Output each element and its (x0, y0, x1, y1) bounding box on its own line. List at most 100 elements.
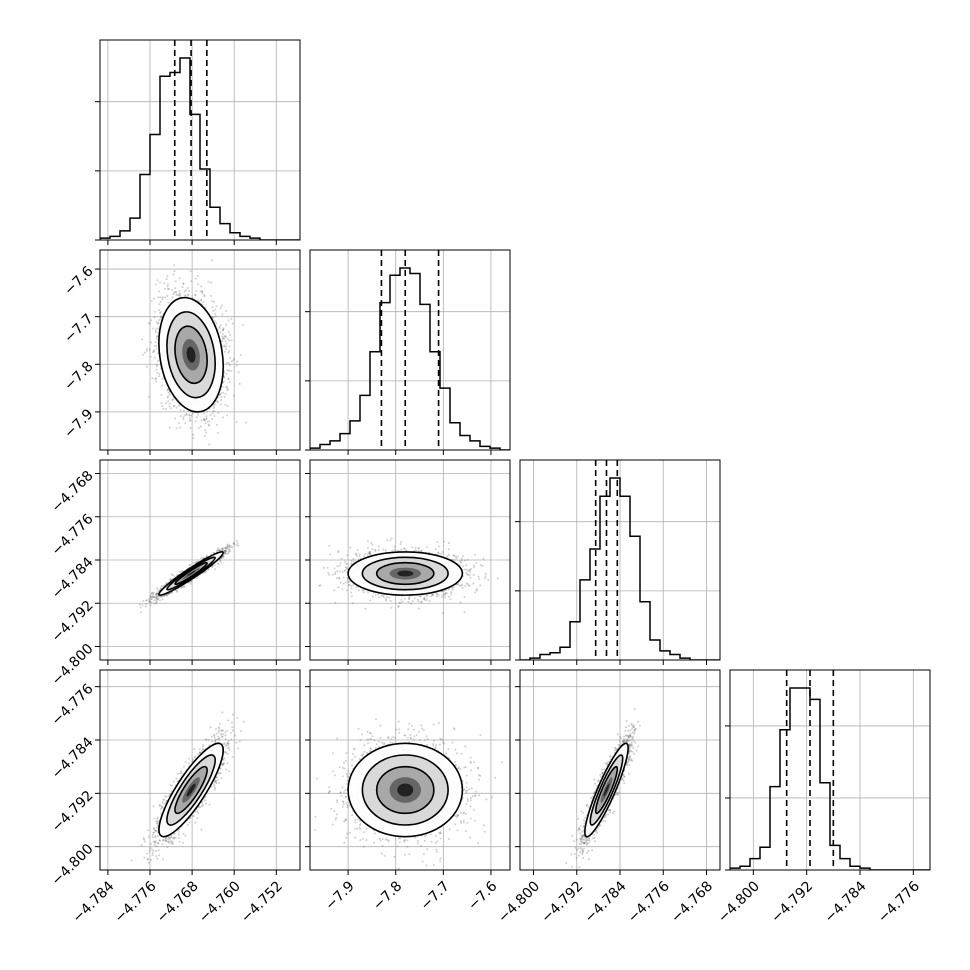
sample-point (184, 295, 187, 298)
sample-point (208, 420, 211, 423)
sample-point (222, 549, 225, 552)
sample-point (224, 551, 227, 554)
sample-point (159, 311, 162, 313)
sample-point (204, 419, 207, 422)
sample-point (217, 411, 220, 414)
sample-point (213, 564, 216, 567)
sample-point (232, 542, 235, 545)
sample-point (220, 395, 223, 398)
sample-point (217, 562, 219, 565)
sample-point (156, 596, 158, 599)
sample-point (153, 310, 156, 313)
sample-point (205, 418, 208, 420)
sample-point (228, 544, 231, 547)
sample-point (181, 286, 184, 289)
panel-frame (309, 249, 511, 451)
sample-point (184, 294, 187, 297)
sample-point (198, 300, 201, 303)
sample-point (212, 407, 215, 409)
sample-point (142, 599, 145, 602)
sample-point (180, 570, 183, 573)
sample-point (175, 293, 178, 296)
sample-point (187, 290, 190, 292)
sample-point (158, 303, 161, 306)
sample-point (150, 299, 153, 302)
sample-point (233, 357, 236, 360)
sample-point (157, 589, 160, 592)
sample-point (166, 275, 169, 278)
sample-point (226, 369, 229, 372)
sample-point (220, 556, 223, 559)
sample-point (211, 412, 214, 415)
sample-point (161, 377, 164, 380)
sample-point (216, 549, 219, 552)
sample-point (182, 282, 185, 285)
sample-point (218, 548, 221, 551)
sample-point (217, 549, 220, 552)
sample-point (226, 389, 229, 392)
sample-point (221, 416, 224, 419)
sample-point (208, 443, 211, 446)
sample-point (225, 373, 228, 376)
sample-point (173, 264, 176, 267)
sample-point (159, 587, 162, 590)
sample-point (167, 388, 170, 391)
sample-point (228, 345, 231, 348)
sample-point (222, 328, 225, 331)
sample-point (225, 323, 228, 326)
sample-point (148, 322, 151, 324)
sample-point (189, 419, 192, 422)
sample-point (227, 362, 230, 364)
sample-point (150, 341, 152, 344)
sample-point (218, 327, 221, 330)
sample-point (226, 338, 229, 341)
sample-point (217, 432, 220, 434)
sample-point (145, 599, 148, 602)
panel-content (310, 250, 510, 450)
sample-point (177, 422, 180, 425)
sample-point (210, 418, 213, 420)
sample-point (229, 334, 232, 336)
sample-point (160, 315, 163, 318)
sample-point (161, 296, 164, 299)
sample-point (182, 418, 185, 421)
sample-point (233, 543, 236, 546)
sample-point (220, 403, 223, 406)
sample-point (222, 556, 225, 559)
sample-point (201, 290, 204, 293)
sample-point (160, 585, 163, 588)
sample-point (156, 371, 159, 374)
sample-point (222, 337, 225, 340)
sample-point (165, 278, 168, 281)
sample-point (143, 351, 146, 354)
sample-point (224, 549, 227, 552)
sample-point (149, 322, 151, 325)
sample-point (223, 551, 226, 554)
sample-point (200, 285, 203, 288)
sample-point (150, 595, 152, 598)
sample-point (174, 417, 177, 420)
sample-point (213, 410, 216, 413)
sample-point (212, 316, 215, 319)
sample-point (214, 308, 217, 311)
sample-point (155, 347, 158, 350)
sample-point (150, 591, 153, 594)
sample-point (155, 592, 158, 595)
sample-point (224, 340, 227, 343)
sample-point (216, 423, 218, 426)
sample-point (217, 549, 220, 552)
sample-point (151, 592, 154, 595)
sample-point (193, 293, 196, 296)
sample-point (170, 407, 173, 410)
sample-point (167, 283, 169, 286)
histogram-step-p1 (310, 267, 510, 450)
sample-point (230, 360, 233, 363)
sample-point (227, 378, 230, 381)
sample-point (189, 427, 192, 430)
sample-point (221, 547, 224, 550)
sample-point (221, 313, 224, 316)
sample-point (203, 418, 206, 421)
sample-point (179, 415, 182, 417)
sample-point (215, 305, 218, 308)
sample-point (235, 544, 238, 547)
